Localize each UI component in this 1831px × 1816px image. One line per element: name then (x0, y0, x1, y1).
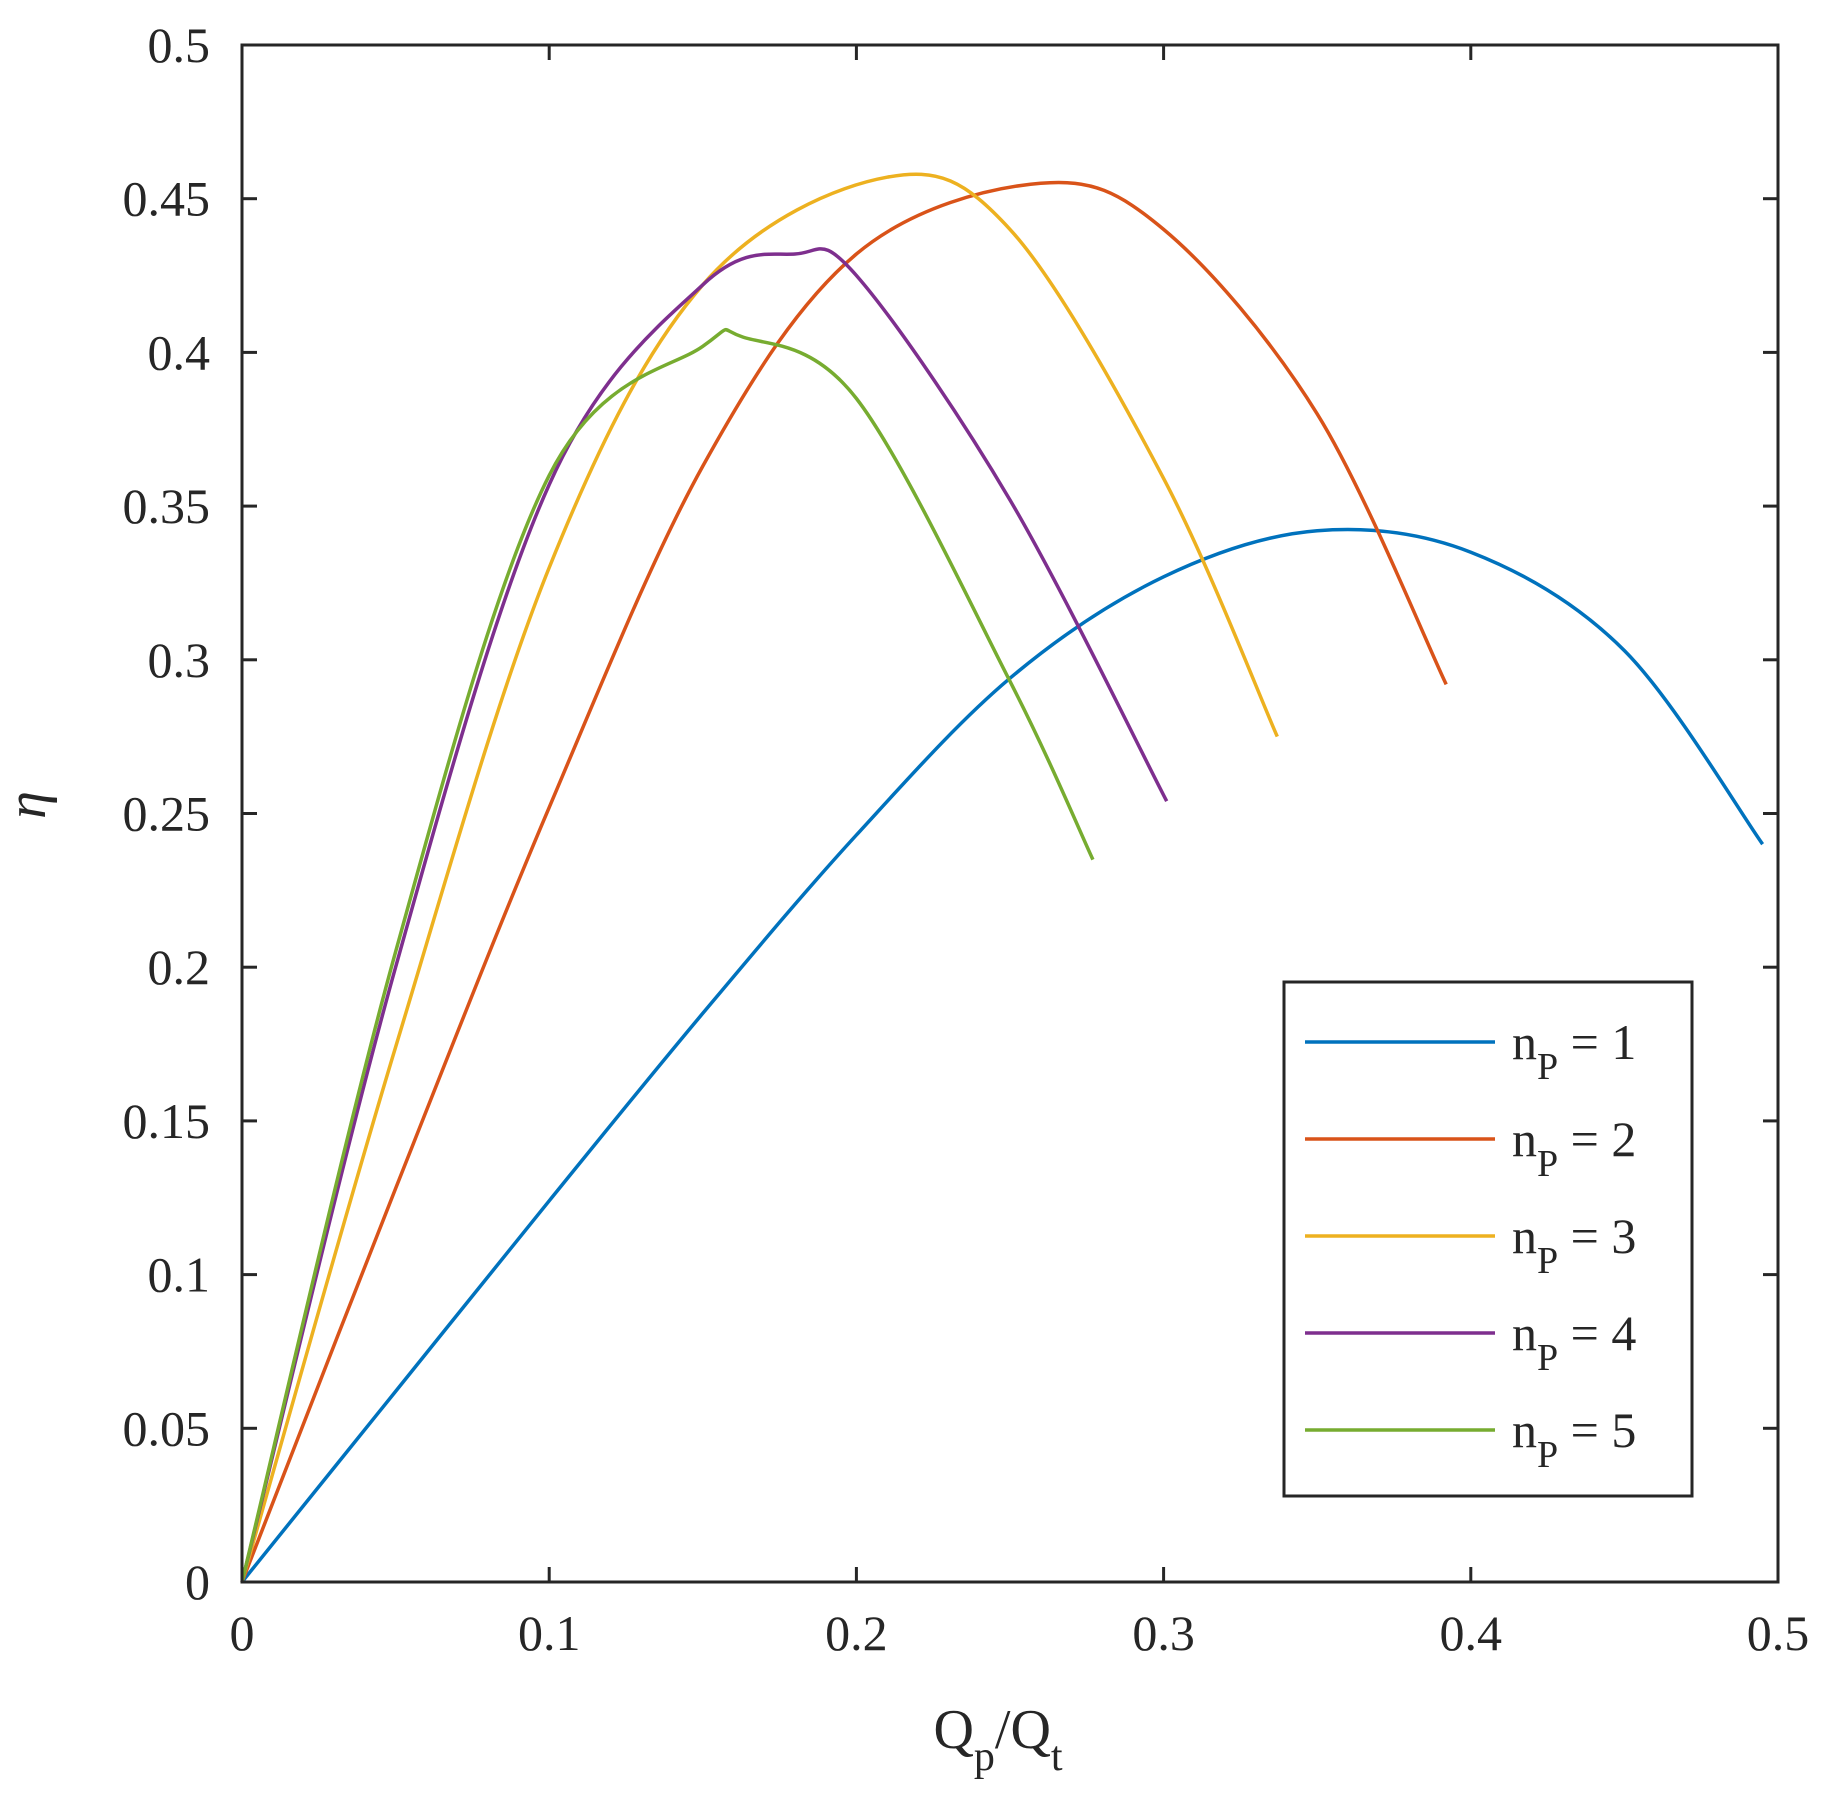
legend-label-base: n (1512, 1208, 1537, 1264)
y-axis-label: η (0, 791, 58, 819)
legend-items: nP = 1nP = 2nP = 3nP = 4nP = 5 (1305, 1014, 1636, 1476)
legend-box (1282, 980, 1694, 1498)
legend-label-np-2: nP = 2 (1512, 1111, 1636, 1185)
y-tick-label: 0.3 (148, 632, 211, 688)
x-tick-label: 0.1 (518, 1605, 581, 1661)
y-tick-label: 0.45 (123, 171, 211, 227)
legend-label-np-4: nP = 4 (1512, 1305, 1636, 1379)
legend-label-base: n (1512, 1305, 1537, 1361)
y-tick-label: 0.25 (123, 786, 211, 842)
ticks-layer: 0 0.1 0.2 0.3 0.4 0.5 0 0.05 0.1 0.15 0.2 0.25 0.3 0.… (123, 17, 1810, 1661)
x-label-sub1: p (974, 1734, 995, 1780)
legend-label-sub: P (1537, 1046, 1558, 1088)
y-tick-label: 0.1 (148, 1247, 211, 1303)
legend-label-sub: P (1537, 1434, 1558, 1476)
legend-label-base: n (1512, 1402, 1537, 1458)
series-line-np-4 (240, 247, 1169, 1583)
y-tick-label: 0 (185, 1554, 210, 1610)
legend-label-rest: = 1 (1558, 1014, 1636, 1070)
legend-label-rest: = 4 (1558, 1305, 1636, 1361)
x-tick-label: 0.5 (1747, 1605, 1810, 1661)
y-tick-label: 0.4 (148, 324, 211, 380)
legend-label-rest: = 2 (1558, 1111, 1636, 1167)
legend-label-np-5: nP = 5 (1512, 1402, 1636, 1476)
y-tick-label: 0.35 (123, 478, 211, 534)
legend-label-base: n (1512, 1111, 1537, 1167)
legend-label-rest: = 5 (1558, 1402, 1636, 1458)
plot-frame (240, 43, 1780, 1584)
x-tick-label: 0 (230, 1605, 255, 1661)
series-line-np-3 (240, 172, 1279, 1583)
series-line-np-5 (240, 327, 1095, 1583)
series-line-np-1 (240, 527, 1765, 1584)
legend-label-np-1: nP = 1 (1512, 1014, 1636, 1088)
legend-label-base: n (1512, 1014, 1537, 1070)
x-label-main: Q (933, 1699, 973, 1761)
legend-label-np-3: nP = 3 (1512, 1208, 1636, 1282)
legend-label-rest: = 3 (1558, 1208, 1636, 1264)
x-label-mid: /Q (995, 1699, 1051, 1761)
x-axis-label: Qp/Qt (933, 1699, 1062, 1780)
legend-label-sub: P (1537, 1337, 1558, 1379)
legend: nP = 1nP = 2nP = 3nP = 4nP = 5 (1282, 980, 1694, 1498)
y-tick-label: 0.15 (123, 1093, 211, 1149)
legend-label-sub: P (1537, 1143, 1558, 1185)
x-tick-label: 0.3 (1132, 1605, 1195, 1661)
x-label-sub2: t (1051, 1734, 1063, 1780)
x-tick-label: 0.4 (1440, 1605, 1503, 1661)
y-tick-label: 0.2 (148, 939, 211, 995)
y-tick-label: 0.05 (123, 1400, 211, 1456)
series-lines (240, 172, 1765, 1584)
y-tick-label: 0.5 (148, 17, 211, 73)
x-tick-label: 0.2 (825, 1605, 888, 1661)
series-line-np-2 (240, 180, 1448, 1583)
legend-label-sub: P (1537, 1240, 1558, 1282)
